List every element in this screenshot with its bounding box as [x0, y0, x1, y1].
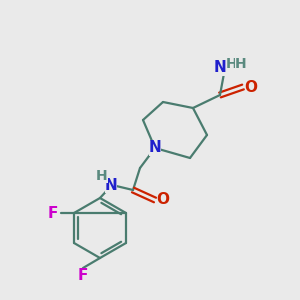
Text: N: N [148, 140, 161, 155]
Text: N: N [105, 178, 117, 193]
Text: O: O [244, 80, 257, 94]
Text: H: H [96, 169, 108, 183]
Text: H: H [226, 57, 238, 71]
Text: H: H [235, 57, 247, 71]
Text: N: N [214, 61, 226, 76]
Text: F: F [48, 206, 58, 220]
Text: O: O [157, 193, 169, 208]
Text: F: F [78, 268, 88, 284]
